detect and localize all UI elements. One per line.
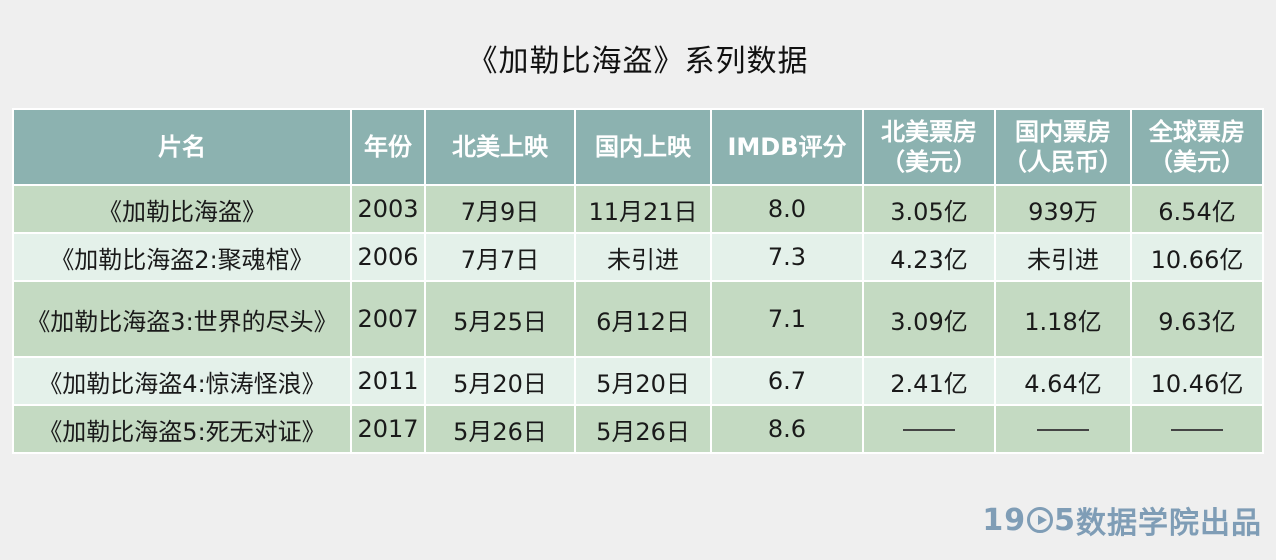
table-cell <box>1130 404 1264 454</box>
play-circle-icon <box>1027 507 1054 533</box>
logo-text: 数据学院出品 <box>1076 506 1262 541</box>
no-data-dash <box>1037 429 1089 431</box>
table-cell: 2003 <box>350 184 426 234</box>
table-cell: 7月7日 <box>424 232 576 282</box>
table-cell: 5月20日 <box>424 356 576 406</box>
table-cell: 未引进 <box>574 232 712 282</box>
logo-digits-before: 19 <box>982 502 1027 538</box>
table-cell: 11月21日 <box>574 184 712 234</box>
table-cell: 939万 <box>994 184 1132 234</box>
table-cell: 3.09亿 <box>862 280 996 358</box>
brand-logo: 19 5 数据学院出品 <box>982 498 1262 542</box>
table-cell: 《加勒比海盗2:聚魂棺》 <box>12 232 352 282</box>
header-cell: IMDB评分 <box>710 108 864 186</box>
table-cell: 《加勒比海盗5:死无对证》 <box>12 404 352 454</box>
table-cell: 5月26日 <box>574 404 712 454</box>
table-cell: 10.66亿 <box>1130 232 1264 282</box>
table-cell: 5月26日 <box>424 404 576 454</box>
table-cell: 7.3 <box>710 232 864 282</box>
table-cell: 7月9日 <box>424 184 576 234</box>
table-cell: 4.23亿 <box>862 232 996 282</box>
header-cell: 国内上映 <box>574 108 712 186</box>
header-cell: 国内票房 （人民币） <box>994 108 1132 186</box>
table-cell <box>862 404 996 454</box>
header-row: 片名 年份 北美上映 国内上映 IMDB评分 北美票房 （美元） 国内票房 （人民币） 全球票房（… <box>12 108 1264 186</box>
table-cell: 8.6 <box>710 404 864 454</box>
logo-digits-after: 5 <box>1054 502 1076 538</box>
table-cell: 6.7 <box>710 356 864 406</box>
table-cell: 3.05亿 <box>862 184 996 234</box>
header-label: 北美票房 <box>881 118 977 146</box>
header-label: （美元） <box>881 148 977 176</box>
table-cell: 2.41亿 <box>862 356 996 406</box>
no-data-dash <box>903 429 955 431</box>
header-cell: 北美票房 （美元） <box>862 108 996 186</box>
no-data-dash <box>1171 429 1223 431</box>
table-cell: 《加勒比海盗》 <box>12 184 352 234</box>
table-row: 《加勒比海盗4:惊涛怪浪》 2011 5月20日 5月20日 6.7 2.41亿 4.64亿… <box>12 356 1264 406</box>
table-cell: 10.46亿 <box>1130 356 1264 406</box>
table-cell: 2011 <box>350 356 426 406</box>
data-table: 片名 年份 北美上映 国内上映 IMDB评分 北美票房 （美元） 国内票房 （人民币） 全球票房（… <box>12 108 1264 454</box>
header-cell: 全球票房 （美元） <box>1130 108 1264 186</box>
table-cell: 2007 <box>350 280 426 358</box>
table-cell: 2017 <box>350 404 426 454</box>
table-cell: 4.64亿 <box>994 356 1132 406</box>
table-row: 《加勒比海盗2:聚魂棺》 2006 7月7日 未引进 7.3 4.23亿 未引进 10.66亿 <box>12 232 1264 282</box>
table-cell: 《加勒比海盗4:惊涛怪浪》 <box>12 356 352 406</box>
header-cell: 年份 <box>350 108 426 186</box>
table-cell: 7.1 <box>710 280 864 358</box>
table-row: 《加勒比海盗》 2003 7月9日 11月21日 8.0 3.05亿 939万 6.54亿 <box>12 184 1264 234</box>
table-cell: 1.18亿 <box>994 280 1132 358</box>
header-label: （人民币） <box>1003 148 1123 176</box>
table-cell: 6.54亿 <box>1130 184 1264 234</box>
header-cell: 片名 <box>12 108 352 186</box>
page-title: 《加勒比海盗》系列数据 <box>467 44 809 79</box>
table-cell: 未引进 <box>994 232 1132 282</box>
header-label: 全球票房 <box>1149 118 1245 146</box>
header-cell: 北美上映 <box>424 108 576 186</box>
table-cell: 《加勒比海盗3:世界的尽头》 <box>12 280 352 358</box>
table-cell: 5月20日 <box>574 356 712 406</box>
table-body: 《加勒比海盗》 2003 7月9日 11月21日 8.0 3.05亿 939万 6.54亿 《加… <box>12 184 1264 454</box>
table-row: 《加勒比海盗3:世界的尽头》 2007 5月25日 6月12日 7.1 3.09亿 1.18… <box>12 280 1264 358</box>
table-row: 《加勒比海盗5:死无对证》 2017 5月26日 5月26日 8.6 <box>12 404 1264 454</box>
header-label: 国内上映 <box>595 133 691 161</box>
table-cell: 6月12日 <box>574 280 712 358</box>
header-label: IMDB评分 <box>727 133 847 161</box>
table-cell: 5月25日 <box>424 280 576 358</box>
header-label: 北美上映 <box>452 133 548 161</box>
table-cell: 9.63亿 <box>1130 280 1264 358</box>
header-label: 年份 <box>364 133 412 161</box>
header-label: （美元） <box>1149 148 1245 176</box>
table-cell <box>994 404 1132 454</box>
header-label: 国内票房 <box>1015 118 1111 146</box>
header-label: 片名 <box>158 133 206 161</box>
table-cell: 2006 <box>350 232 426 282</box>
table-cell: 8.0 <box>710 184 864 234</box>
